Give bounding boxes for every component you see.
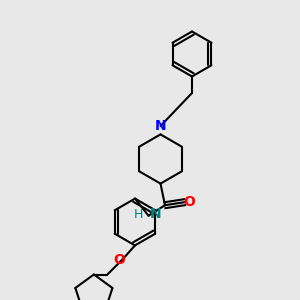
Text: O: O bbox=[113, 253, 125, 266]
Text: N: N bbox=[150, 207, 161, 221]
Text: O: O bbox=[183, 195, 195, 209]
Text: N: N bbox=[155, 119, 166, 133]
Text: H: H bbox=[134, 208, 143, 221]
